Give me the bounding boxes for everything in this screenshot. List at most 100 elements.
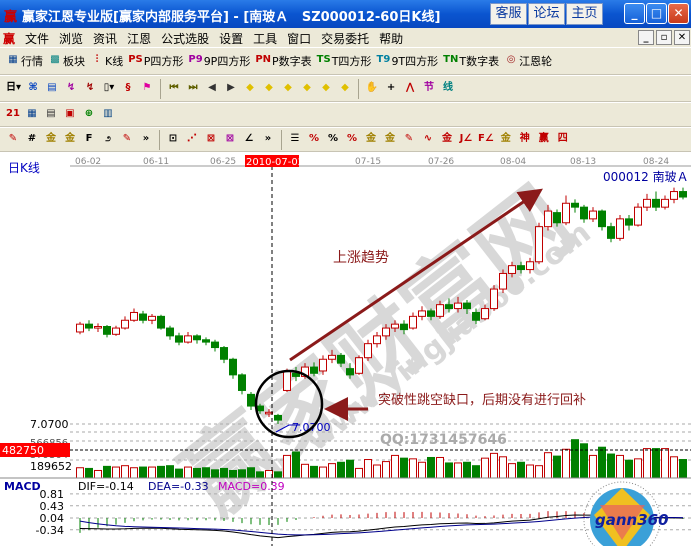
gold-coin-button[interactable]: 金 xyxy=(362,132,380,148)
mdi-minimize-icon[interactable]: _ xyxy=(638,30,654,45)
ruler-button[interactable]: ☰ xyxy=(286,132,304,148)
percent-line-button[interactable]: % xyxy=(305,132,323,148)
service-button[interactable]: 客服 xyxy=(490,3,527,25)
wave-button[interactable]: ∿ xyxy=(419,132,437,148)
logo-text: gann360 xyxy=(595,511,669,529)
candle-body xyxy=(652,198,660,208)
left-button[interactable]: ◀ xyxy=(203,81,221,97)
gold-lines-button[interactable]: 金 xyxy=(381,132,399,148)
box-button[interactable]: ⊡ xyxy=(164,132,182,148)
maximize-icon[interactable]: □ xyxy=(646,3,667,24)
menu-5[interactable]: 设置 xyxy=(219,32,244,46)
menu-0[interactable]: 文件 xyxy=(25,32,50,46)
pen-line-button[interactable]: ✎ xyxy=(400,132,418,148)
volume-cursor-label: 482750 xyxy=(2,444,44,457)
forum-button[interactable]: 论坛 xyxy=(528,3,565,25)
menu-6[interactable]: 工具 xyxy=(253,32,278,46)
candle xyxy=(112,325,120,336)
menu-4[interactable]: 公式选股 xyxy=(161,32,210,46)
menu-2[interactable]: 资讯 xyxy=(93,32,118,46)
toolbar-button-p9-button[interactable]: P9 9P四方形 xyxy=(186,53,252,69)
indicator-button[interactable]: § xyxy=(119,81,137,97)
kline-chart[interactable]: 赢家财富网 www.yingjia360.com 日K线 06-02 06-11 0… xyxy=(0,152,691,546)
line-tool-button[interactable]: ⋀ xyxy=(401,81,419,97)
percent-grid-button[interactable]: % xyxy=(343,132,361,148)
period-9-button[interactable]: ↯ xyxy=(81,81,99,97)
mdi-close-icon[interactable]: ✕ xyxy=(674,30,690,45)
fan-button[interactable]: ⋰ xyxy=(183,132,201,148)
god-angle-button[interactable]: 神 xyxy=(516,132,534,148)
gold-grid2-button[interactable]: 金 xyxy=(61,132,79,148)
terminal-button[interactable]: ▥ xyxy=(99,107,117,123)
percent-button[interactable]: % xyxy=(324,132,342,148)
j-angle-button[interactable]: J∠ xyxy=(457,132,475,148)
candle-body xyxy=(355,357,363,374)
toolbar-button-blocks-button[interactable]: ▩ 板块 xyxy=(46,53,87,69)
four-angle-button[interactable]: 四 xyxy=(554,132,572,148)
network-button[interactable]: ⊕ xyxy=(80,107,98,123)
period-9-icon: ↯ xyxy=(85,81,95,93)
toolbar-button-ts-button[interactable]: TS T四方形 xyxy=(315,53,374,69)
pen-button[interactable]: ✎ xyxy=(4,132,22,148)
toolbar-button-gann-wheel-button[interactable]: ◎ 江恩轮 xyxy=(502,53,554,69)
fib-button[interactable]: F xyxy=(80,132,98,148)
flag-button[interactable]: ⚑ xyxy=(138,81,156,97)
menu-3[interactable]: 江恩 xyxy=(127,32,152,46)
calendar-button[interactable]: 21 xyxy=(4,107,22,123)
hand-button[interactable]: ✋ xyxy=(363,81,381,97)
spiral-button[interactable]: ೨ xyxy=(99,132,117,148)
toolbar-button-t9-button[interactable]: T9 9T四方形 xyxy=(374,53,440,69)
gann-square-button[interactable]: ⊠ xyxy=(221,132,239,148)
zoom-all-icon: ◆ xyxy=(341,81,349,93)
parallel-lines-button[interactable]: # xyxy=(23,132,41,148)
toolbar-button-kline-button[interactable]: ⫶ K线 xyxy=(88,53,125,69)
menu-7[interactable]: 窗口 xyxy=(287,32,312,46)
layout-button[interactable]: 线 xyxy=(439,81,457,97)
menu-9[interactable]: 帮助 xyxy=(379,32,404,46)
last-button[interactable]: ⏭ xyxy=(184,81,202,97)
period-day-button[interactable]: 日▾ xyxy=(4,81,23,97)
shift-right-button[interactable]: ◆ xyxy=(260,81,278,97)
report-button[interactable]: ▤ xyxy=(42,107,60,123)
gold-bar-button[interactable]: 金 xyxy=(438,132,456,148)
volume-bar xyxy=(76,467,84,479)
app-logo-icon: 赢 xyxy=(4,10,18,25)
gold-grid-button[interactable]: 金 xyxy=(42,132,60,148)
toolbar-button-grid-button[interactable]: ▦ 行情 xyxy=(4,53,45,69)
candle-body xyxy=(427,310,435,317)
minimize-icon[interactable]: _ xyxy=(624,3,645,24)
crosshair-button[interactable]: + xyxy=(382,81,400,97)
chip-button[interactable]: 节 xyxy=(420,81,438,97)
notes-button[interactable]: ▤ xyxy=(43,81,61,97)
menu-8[interactable]: 交易委托 xyxy=(321,32,370,46)
toolbar-button-pn-button[interactable]: PN P数字表 xyxy=(253,53,313,69)
period-3-button[interactable]: ↯ xyxy=(62,81,80,97)
win-angle-button[interactable]: 赢 xyxy=(535,132,553,148)
first-button[interactable]: ⏮ xyxy=(165,81,183,97)
close-icon[interactable]: ✕ xyxy=(668,3,689,24)
zoom-x-button[interactable]: ◆ xyxy=(298,81,316,97)
candle-type-button[interactable]: ▯▾ xyxy=(100,81,118,97)
gold-angle-button[interactable]: 金 xyxy=(497,132,515,148)
toolbar-button-ps-button[interactable]: PS P四方形 xyxy=(126,53,185,69)
shift-left-button[interactable]: ◆ xyxy=(241,81,259,97)
homepage-button[interactable]: 主页 xyxy=(566,3,603,25)
save-button[interactable]: ▣ xyxy=(61,107,79,123)
gann-box-button[interactable]: ⊠ xyxy=(202,132,220,148)
menu-1[interactable]: 浏览 xyxy=(59,32,84,46)
toolbar-button-tn-button[interactable]: TN T数字表 xyxy=(441,53,501,69)
more2-button[interactable]: » xyxy=(259,132,277,148)
gold-grid-icon: 金 xyxy=(46,132,56,144)
angle-button[interactable]: ∠ xyxy=(240,132,258,148)
right-button[interactable]: ▶ xyxy=(222,81,240,97)
zoom-v-button[interactable]: ◆ xyxy=(317,81,335,97)
calculator-button[interactable]: ▦ xyxy=(23,107,41,123)
zoom-all-button[interactable]: ◆ xyxy=(336,81,354,97)
candle-body xyxy=(643,198,651,208)
mdi-restore-icon[interactable]: ▫ xyxy=(656,30,672,45)
more-button[interactable]: » xyxy=(137,132,155,148)
zoom-h-button[interactable]: ◆ xyxy=(279,81,297,97)
chart-type-button[interactable]: ⌘ xyxy=(24,81,42,97)
pen-ruler-button[interactable]: ✎ xyxy=(118,132,136,148)
f-angle-button[interactable]: F∠ xyxy=(476,132,496,148)
